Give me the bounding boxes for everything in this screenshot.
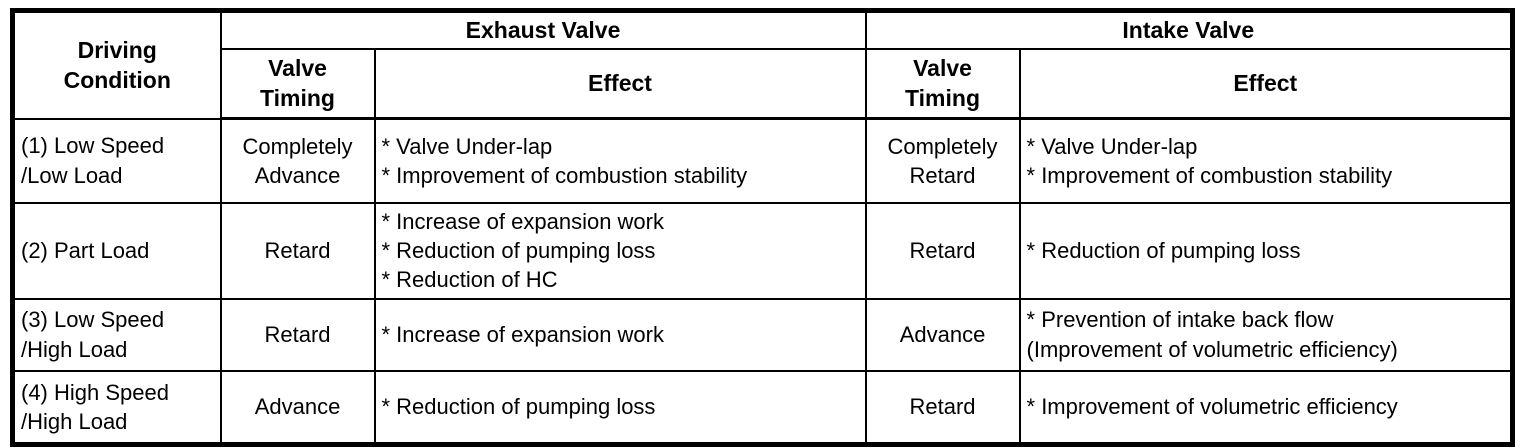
condition-cell: (1) Low Speed /Low Load (11, 117, 222, 204)
exhaust-timing-cell: Completely Advance (219, 117, 376, 204)
exhaust-effect-cell: * Reduction of pumping loss (373, 369, 867, 446)
header-exhaust-valve: Exhaust Valve (219, 9, 867, 50)
intake-timing-cell: Retard (864, 201, 1021, 300)
exhaust-effect-cell: * Increase of expansion work (373, 297, 867, 372)
header-intake-valve: Intake Valve (864, 9, 1514, 50)
intake-timing-cell: Completely Retard (864, 117, 1021, 204)
table-row: (3) Low Speed /High Load Retard * Increa… (11, 297, 1514, 372)
table-row: (1) Low Speed /Low Load Completely Advan… (11, 117, 1514, 204)
header-row-sub: Valve Timing Effect Valve Timing Effect (13, 47, 1514, 120)
table-row: (4) High Speed /High Load Advance * Redu… (11, 369, 1514, 446)
intake-effect-cell: * Reduction of pumping loss (1018, 201, 1514, 300)
exhaust-timing-cell: Advance (219, 369, 376, 446)
intake-timing-cell: Advance (864, 297, 1021, 372)
table-row: (2) Part Load Retard * Increase of expan… (11, 201, 1514, 300)
header-intake-effect: Effect (1018, 47, 1514, 120)
exhaust-timing-cell: Retard (219, 297, 376, 372)
intake-effect-cell: * Improvement of volumetric efficiency (1018, 369, 1514, 446)
valve-timing-table: Driving Condition Exhaust Valve Intake V… (10, 8, 1516, 447)
intake-effect-cell: * Valve Under-lap * Improvement of combu… (1018, 117, 1514, 204)
exhaust-effect-cell: * Valve Under-lap * Improvement of combu… (373, 117, 867, 204)
condition-cell: (2) Part Load (11, 201, 222, 300)
exhaust-timing-cell: Retard (219, 201, 376, 300)
header-exhaust-valve-timing: Valve Timing (219, 47, 376, 120)
header-driving-condition: Driving Condition (11, 9, 222, 120)
intake-timing-cell: Retard (864, 369, 1021, 446)
condition-cell: (4) High Speed /High Load (11, 369, 222, 446)
exhaust-effect-cell: * Increase of expansion work * Reduction… (373, 201, 867, 300)
condition-cell: (3) Low Speed /High Load (11, 297, 222, 372)
intake-effect-cell: * Prevention of intake back flow (Improv… (1018, 297, 1514, 372)
header-intake-valve-timing: Valve Timing (864, 47, 1021, 120)
header-row-top: Driving Condition Exhaust Valve Intake V… (11, 9, 1514, 120)
header-exhaust-effect: Effect (373, 47, 867, 120)
